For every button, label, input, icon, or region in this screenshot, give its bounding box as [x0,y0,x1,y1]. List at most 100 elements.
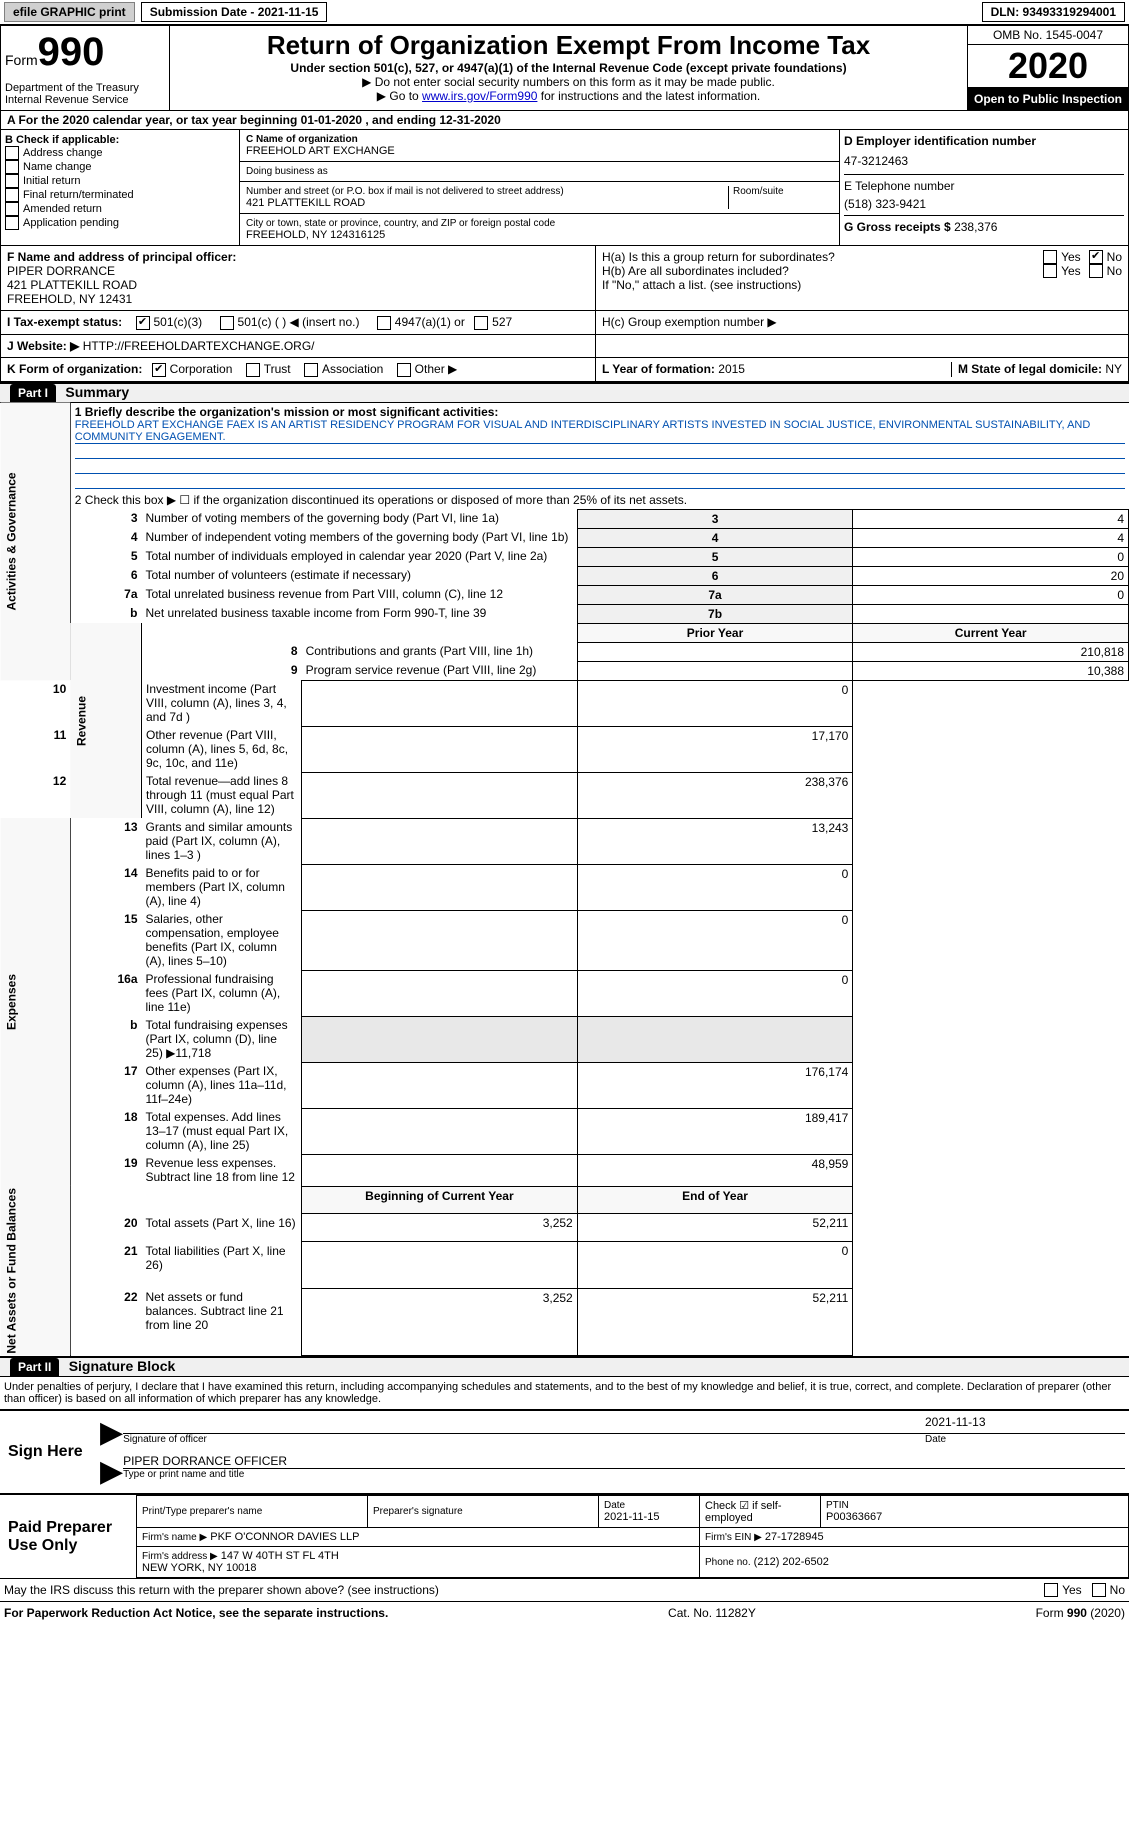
vert-net: Net Assets or Fund Balances [0,1186,70,1356]
date-label: Date [917,1434,1125,1445]
cb-other[interactable] [397,363,411,377]
j-label: J Website: ▶ [7,339,79,353]
efile-print-button[interactable]: efile GRAPHIC print [4,2,135,22]
cb-amended[interactable] [5,202,19,216]
col-begin: Beginning of Current Year [302,1186,578,1214]
preparer-table: Print/Type preparer's name Preparer's si… [136,1495,1129,1578]
summary-row: 4Number of independent voting members of… [0,528,1129,547]
summary-row: 6Total number of volunteers (estimate if… [0,566,1129,585]
street-label: Number and street (or P.O. box if mail i… [246,186,728,197]
m-label: M State of legal domicile: [958,362,1102,376]
cb-501c3[interactable] [136,316,150,330]
p-sig-label: Preparer's signature [373,1506,593,1517]
vert-exp: Expenses [0,818,70,1186]
cb-hb-yes[interactable] [1043,264,1057,278]
summary-row: 17Other expenses (Part IX, column (A), l… [0,1062,1129,1108]
cb-4947[interactable] [377,316,391,330]
row-a-period: A For the 2020 calendar year, or tax yea… [0,111,1129,130]
cb-discuss-no[interactable] [1092,1583,1106,1597]
col-d: D Employer identification number 47-3212… [839,130,1128,245]
cb-527[interactable] [474,316,488,330]
summary-row: 18Total expenses. Add lines 13–17 (must … [0,1108,1129,1154]
l-value: 2015 [718,362,745,376]
page-footer: For Paperwork Reduction Act Notice, see … [0,1601,1129,1624]
part1-title: Summary [59,384,129,400]
open-to-public: Open to Public Inspection [968,88,1128,110]
efile-top-bar: efile GRAPHIC print Submission Date - 20… [0,0,1129,25]
cb-hb-no[interactable] [1089,264,1103,278]
cb-final-return[interactable] [5,188,19,202]
footer-left: For Paperwork Reduction Act Notice, see … [4,1606,388,1620]
sign-here-label: Sign Here [0,1411,96,1493]
cb-ha-yes[interactable] [1043,250,1057,264]
p-name-label: Print/Type preparer's name [142,1506,362,1517]
note-goto: ▶ Go to www.irs.gov/Form990 for instruct… [178,89,959,103]
p-date: 2021-11-15 [604,1511,694,1523]
phone-value: (518) 323-9421 [844,193,1124,215]
sign-here-section: Sign Here ▶ 2021-11-13 Signature of offi… [0,1409,1129,1493]
summary-row: 8Contributions and grants (Part VIII, li… [0,642,1129,661]
col-c: C Name of organization FREEHOLD ART EXCH… [240,130,839,245]
ha-label: H(a) Is this a group return for subordin… [602,250,1043,264]
cb-address-change[interactable] [5,146,19,160]
form-title: Return of Organization Exempt From Incom… [178,30,959,61]
cb-assoc[interactable] [304,363,318,377]
cb-corp[interactable] [152,363,166,377]
arrow-icon: ▶ [100,1454,123,1489]
col-b: B Check if applicable: Address change Na… [1,130,240,245]
firm-addr-label: Firm's address ▶ [142,1551,218,1562]
cb-ha-no[interactable] [1089,250,1103,264]
city-label: City or town, state or province, country… [246,218,833,229]
summary-row: 11Other revenue (Part VIII, column (A), … [0,726,1129,772]
phone-label: E Telephone number [844,179,1124,193]
cb-initial-return[interactable] [5,174,19,188]
l-label: L Year of formation: [602,362,715,376]
summary-row: 19Revenue less expenses. Subtract line 1… [0,1154,1129,1186]
summary-row: 5Total number of individuals employed in… [0,547,1129,566]
firm-ein-label: Firm's EIN ▶ [705,1532,762,1543]
ein-label: D Employer identification number [844,134,1124,148]
summary-row: 20Total assets (Part X, line 16)3,25252,… [0,1214,1129,1242]
firm-ein: 27-1728945 [765,1531,824,1543]
col-end: End of Year [577,1186,853,1214]
jurat-text: Under penalties of perjury, I declare th… [0,1377,1129,1409]
i-label: I Tax-exempt status: [7,315,122,329]
org-name: FREEHOLD ART EXCHANGE [246,145,833,157]
cb-trust[interactable] [246,363,260,377]
ptin-label: PTIN [826,1500,1123,1511]
summary-row: 14Benefits paid to or for members (Part … [0,864,1129,910]
dept-treasury: Department of the Treasury Internal Reve… [5,82,139,106]
part2-header: Part II [10,1358,59,1376]
officer-name: PIPER DORRANCE [7,264,115,278]
submission-date: Submission Date - 2021-11-15 [141,2,328,22]
cb-name-change[interactable] [5,160,19,174]
summary-row: 10Investment income (Part VIII, column (… [0,680,1129,726]
k-label: K Form of organization: [7,362,142,376]
paid-preparer-section: Paid Preparer Use Only Print/Type prepar… [0,1493,1129,1578]
officer-typed-label: Type or print name and title [123,1469,1125,1480]
summary-row: 7aTotal unrelated business revenue from … [0,585,1129,604]
part2: Part II Signature Block Under penalties … [0,1356,1129,1601]
cb-501c[interactable] [220,316,234,330]
gross-value: 238,376 [954,220,997,234]
discuss-row: May the IRS discuss this return with the… [0,1578,1129,1601]
p-check-label: Check ☑ if self-employed [700,1496,821,1528]
summary-row: 9Program service revenue (Part VIII, lin… [0,661,1129,680]
dba-label: Doing business as [246,166,833,177]
part1-header: Part I [10,384,56,402]
form-header: Form990 Department of the Treasury Inter… [0,25,1129,111]
irs-link[interactable]: www.irs.gov/Form990 [422,89,537,103]
summary-row: bTotal fundraising expenses (Part IX, co… [0,1016,1129,1062]
summary-row: 21Total liabilities (Part X, line 26)0 [0,1242,1129,1289]
arrow-icon: ▶ [100,1415,123,1450]
cb-app-pending[interactable] [5,216,19,230]
line1-label: 1 Briefly describe the organization's mi… [75,405,1125,419]
p-date-label: Date [604,1500,694,1511]
form-number: Form990 [5,30,165,75]
cb-discuss-yes[interactable] [1044,1583,1058,1597]
officer-addr2: FREEHOLD, NY 12431 [7,292,132,306]
col-prior: Prior Year [577,623,853,642]
hb-note: If "No," attach a list. (see instruction… [602,278,1122,292]
part2-title: Signature Block [63,1358,176,1374]
summary-row: 12Total revenue—add lines 8 through 11 (… [0,772,1129,818]
